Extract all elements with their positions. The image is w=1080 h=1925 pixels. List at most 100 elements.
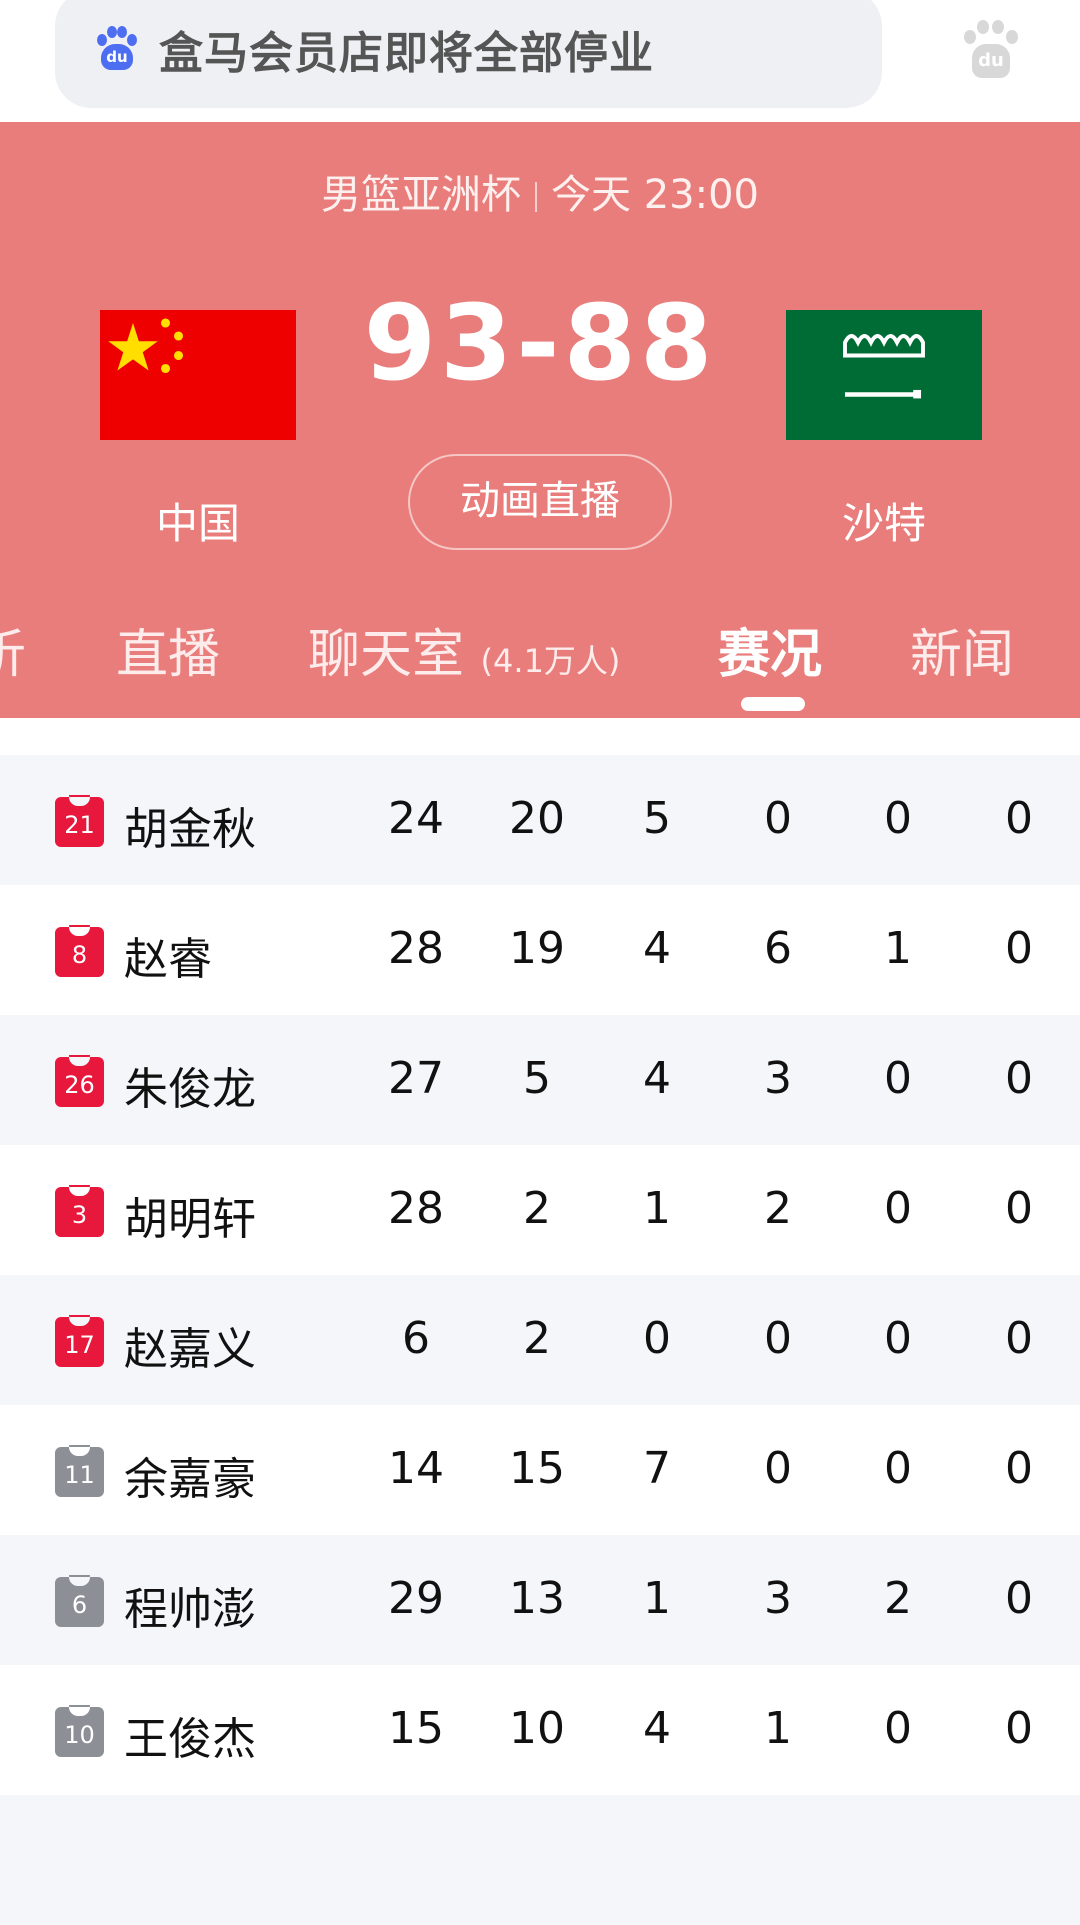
stat-value: 0 <box>643 1313 671 1364</box>
stat-value: 4 <box>643 1703 671 1754</box>
stat-value: 20 <box>509 793 565 844</box>
player-row[interactable]: 17 赵嘉义 6 2 0 0 0 0 <box>0 1275 1080 1405</box>
stat-value: 0 <box>884 793 912 844</box>
tab-analysis[interactable]: 析 <box>0 625 27 685</box>
jersey-icon: 17 <box>55 1317 104 1367</box>
jersey-neck <box>69 1707 90 1716</box>
stat-value: 0 <box>1005 1703 1033 1754</box>
jersey-icon: 8 <box>55 927 104 977</box>
player-name: 王俊杰 <box>124 1714 256 1765</box>
player-stats-table: 21 胡金秋 24 20 5 0 0 0 8 赵睿 28 19 4 6 1 0 26 朱俊龙 27 5 4 3 0 0 3 胡明轩… <box>0 755 1080 1925</box>
jersey-icon: 26 <box>55 1057 104 1107</box>
stat-value: 19 <box>509 923 565 974</box>
stat-value: 0 <box>884 1313 912 1364</box>
stat-value: 0 <box>1005 1053 1033 1104</box>
stat-value: 2 <box>884 1573 912 1624</box>
jersey-number: 11 <box>64 1461 95 1489</box>
stat-value: 1 <box>884 923 912 974</box>
player-name: 程帅澎 <box>124 1584 256 1635</box>
tab-live[interactable]: 直播 <box>116 625 221 685</box>
jersey-neck <box>69 1057 90 1066</box>
match-time: 今天 23:00 <box>551 172 759 218</box>
jersey-number: 10 <box>64 1721 95 1749</box>
stat-value: 0 <box>1005 793 1033 844</box>
jersey-number: 6 <box>71 1591 88 1619</box>
match-header: 男篮亚洲杯 今天 23:00 93-88 中国 动画直播 沙特 析 直播 聊天室 … <box>0 122 1080 718</box>
search-bar[interactable]: du 盒马会员店即将全部停业 <box>55 0 882 108</box>
stat-value: 3 <box>764 1053 792 1104</box>
jersey-number: 8 <box>71 941 88 969</box>
player-name: 朱俊龙 <box>124 1064 256 1115</box>
tab-game-status[interactable]: 赛况 <box>718 625 823 685</box>
player-name: 余嘉豪 <box>124 1454 256 1505</box>
stat-value: 4 <box>643 1053 671 1104</box>
chatroom-count: (4.1万人) <box>480 642 621 680</box>
player-name: 胡金秋 <box>124 804 256 855</box>
player-row[interactable]: 26 朱俊龙 27 5 4 3 0 0 <box>0 1015 1080 1145</box>
stat-value: 0 <box>1005 1573 1033 1624</box>
jersey-icon: 11 <box>55 1447 104 1497</box>
top-bar: du 盒马会员店即将全部停业 du <box>0 0 1080 122</box>
china-flag-icon <box>100 310 296 440</box>
stat-value: 10 <box>509 1703 565 1754</box>
player-name: 胡明轩 <box>124 1194 256 1245</box>
stat-value: 3 <box>764 1573 792 1624</box>
player-row[interactable]: 8 赵睿 28 19 4 6 1 0 <box>0 885 1080 1015</box>
stat-value: 28 <box>388 923 444 974</box>
jersey-neck <box>69 797 90 806</box>
player-name: 赵睿 <box>124 934 212 985</box>
stat-value: 15 <box>388 1703 444 1754</box>
stat-value: 14 <box>388 1443 444 1494</box>
stat-value: 2 <box>523 1313 551 1364</box>
stat-value: 29 <box>388 1573 444 1624</box>
player-row <box>0 1795 1080 1925</box>
stat-value: 1 <box>643 1573 671 1624</box>
away-team-name: 沙特 <box>841 499 926 548</box>
stat-value: 0 <box>884 1183 912 1234</box>
baidu-paw-icon: du <box>93 26 139 72</box>
player-row[interactable]: 3 胡明轩 28 2 1 2 0 0 <box>0 1145 1080 1275</box>
league-name: 男篮亚洲杯 <box>321 172 521 218</box>
stat-value: 0 <box>764 793 792 844</box>
tab-chatroom-label: 聊天室 <box>308 625 465 685</box>
tab-chatroom[interactable]: 聊天室 (4.1万人) <box>308 612 620 687</box>
jersey-icon: 10 <box>55 1707 104 1757</box>
stat-value: 0 <box>1005 1183 1033 1234</box>
baidu-home-icon[interactable]: du <box>960 18 1020 82</box>
tab-bar: 析 直播 聊天室 (4.1万人) 赛况 新闻 <box>0 612 1080 702</box>
stat-value: 28 <box>388 1183 444 1234</box>
stat-value: 2 <box>523 1183 551 1234</box>
jersey-number: 17 <box>64 1331 95 1359</box>
stat-value: 0 <box>884 1443 912 1494</box>
player-name: 赵嘉义 <box>124 1324 256 1375</box>
tab-news[interactable]: 新闻 <box>910 625 1015 685</box>
jersey-number: 21 <box>64 811 95 839</box>
stat-value: 0 <box>1005 1313 1033 1364</box>
jersey-icon: 21 <box>55 797 104 847</box>
stat-value: 6 <box>764 923 792 974</box>
jersey-neck <box>69 1577 90 1586</box>
stat-value: 5 <box>523 1053 551 1104</box>
active-tab-indicator <box>741 697 805 711</box>
animation-live-button[interactable]: 动画直播 <box>408 454 672 550</box>
jersey-neck <box>69 1447 90 1456</box>
stat-value: 0 <box>884 1053 912 1104</box>
player-row[interactable]: 11 余嘉豪 14 15 7 0 0 0 <box>0 1405 1080 1535</box>
stat-value: 2 <box>764 1183 792 1234</box>
jersey-icon: 3 <box>55 1187 104 1237</box>
jersey-neck <box>69 1187 90 1196</box>
player-row[interactable]: 6 程帅澎 29 13 1 3 2 0 <box>0 1535 1080 1665</box>
stat-value: 4 <box>643 923 671 974</box>
jersey-neck <box>69 1317 90 1326</box>
stat-value: 0 <box>764 1313 792 1364</box>
jersey-icon: 6 <box>55 1577 104 1627</box>
stat-value: 15 <box>509 1443 565 1494</box>
stat-value: 24 <box>388 793 444 844</box>
stat-value: 27 <box>388 1053 444 1104</box>
stat-value: 5 <box>643 793 671 844</box>
stat-value: 1 <box>643 1183 671 1234</box>
search-query[interactable]: 盒马会员店即将全部停业 <box>159 28 654 79</box>
player-row[interactable]: 21 胡金秋 24 20 5 0 0 0 <box>0 755 1080 885</box>
player-row[interactable]: 10 王俊杰 15 10 4 1 0 0 <box>0 1665 1080 1795</box>
match-info: 男篮亚洲杯 今天 23:00 <box>0 162 1080 220</box>
